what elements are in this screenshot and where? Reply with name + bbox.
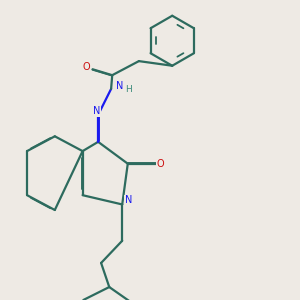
Text: O: O — [157, 159, 164, 169]
Text: N: N — [93, 106, 100, 116]
Text: O: O — [83, 61, 90, 72]
Text: N: N — [116, 81, 123, 91]
Text: N: N — [124, 195, 132, 206]
Text: H: H — [125, 85, 132, 94]
